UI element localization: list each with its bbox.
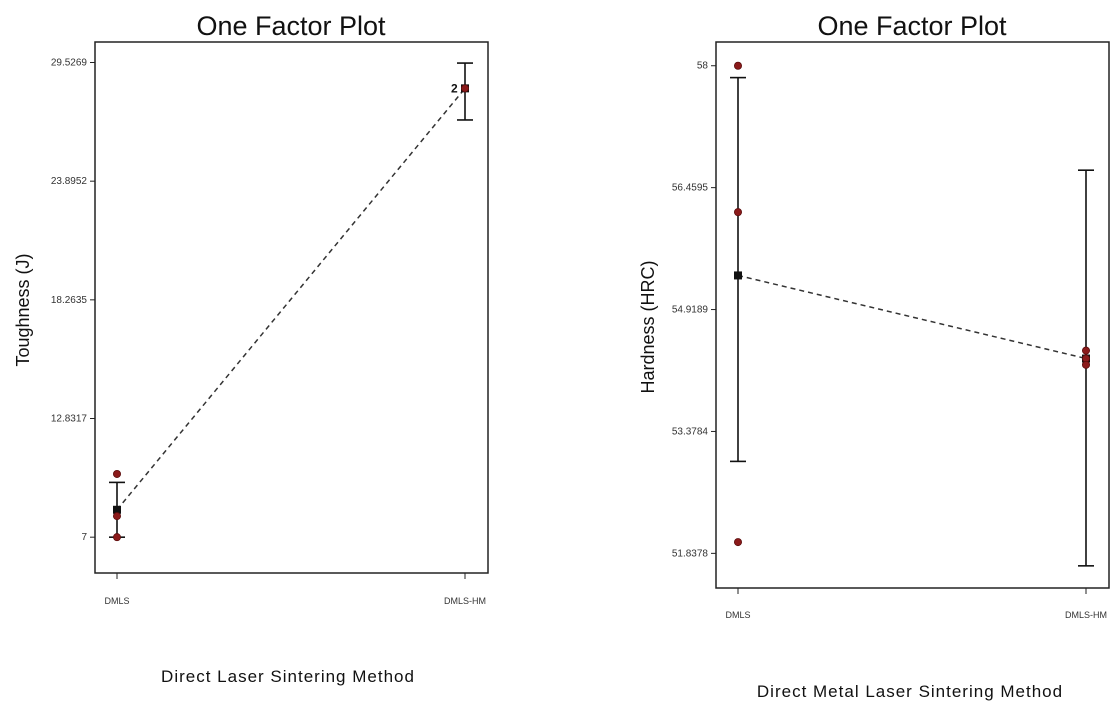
data-point [734, 538, 743, 547]
plot-frame [94, 41, 489, 574]
y-tick-label: 29.5269 [51, 58, 88, 69]
data-point [460, 84, 469, 93]
data-point [1082, 346, 1091, 355]
y-tick-label: 54.9189 [672, 305, 709, 316]
chart-title: One Factor Plot [817, 11, 1007, 41]
data-point [734, 61, 743, 70]
x-axis-label: Direct Laser Sintering Method [161, 667, 415, 686]
plot-frame [715, 41, 1110, 589]
data-point [113, 533, 122, 542]
y-tick-label: 56.4595 [672, 183, 709, 194]
chart-title: One Factor Plot [196, 11, 386, 41]
data-point [113, 512, 122, 521]
mean-line [116, 87, 466, 511]
y-tick-label: 12.8317 [51, 414, 88, 425]
x-tick-label: DMLS [104, 596, 129, 606]
mean-marker [734, 271, 742, 280]
y-axis-label: Hardness (HRC) [638, 260, 658, 393]
y-tick-label: 23.8952 [51, 176, 88, 187]
y-tick-label: 58 [697, 61, 709, 72]
chart-toughness: One Factor Plot Toughness (J) Direct Las… [13, 11, 489, 686]
x-tick-label: DMLS [725, 610, 750, 620]
mean-marker [113, 505, 121, 514]
y-tick-label: 7 [81, 532, 87, 543]
chart-hardness: One Factor Plot Hardness (HRC) Direct Me… [638, 11, 1110, 701]
point-label: 2 [451, 81, 458, 95]
x-tick-label: DMLS-HM [1065, 610, 1107, 620]
data-point [113, 469, 122, 478]
y-tick-label: 51.8378 [672, 548, 709, 559]
y-axis-label: Toughness (J) [13, 253, 33, 366]
y-tick-label: 18.2635 [51, 295, 88, 306]
y-tick-label: 53.3784 [672, 426, 709, 437]
data-point [1082, 360, 1091, 369]
mean-line [737, 274, 1087, 360]
x-axis-label: Direct Metal Laser Sintering Method [757, 682, 1063, 701]
x-tick-label: DMLS-HM [444, 596, 486, 606]
data-point [734, 208, 743, 217]
